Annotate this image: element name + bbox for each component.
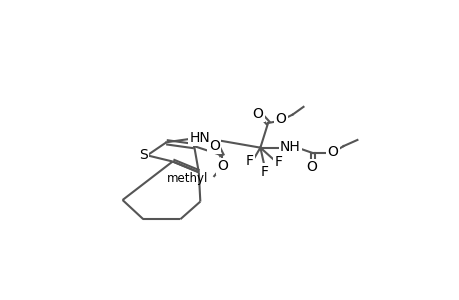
- Text: HN: HN: [189, 130, 209, 145]
- Text: O: O: [275, 112, 286, 126]
- Text: O: O: [217, 159, 228, 173]
- Text: NH: NH: [280, 140, 300, 154]
- Text: S: S: [139, 148, 147, 162]
- Text: O: O: [327, 145, 337, 158]
- Text: O: O: [252, 107, 263, 121]
- Text: O: O: [208, 139, 219, 153]
- Text: methyl: methyl: [166, 172, 207, 185]
- Text: F: F: [274, 154, 282, 169]
- Text: O: O: [306, 160, 317, 174]
- Text: F: F: [245, 154, 253, 168]
- Text: F: F: [260, 164, 269, 178]
